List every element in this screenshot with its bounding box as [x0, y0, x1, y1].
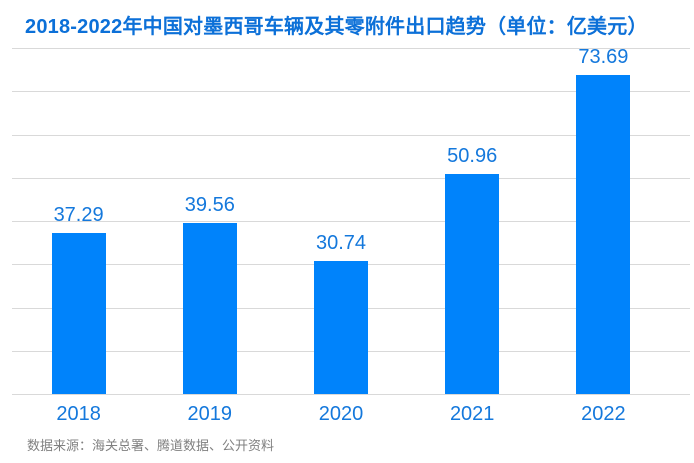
gridline [12, 134, 690, 136]
source-note: 数据来源：海关总署、腾道数据、公开资料 [27, 438, 275, 453]
bar-value-label: 37.29 [53, 203, 104, 226]
bar-value-label: 39.56 [184, 193, 235, 216]
gridline [12, 394, 690, 395]
x-axis-label-2022: 2022 [581, 403, 626, 425]
chart-title: 2018-2022年中国对墨西哥车辆及其零附件出口趋势（单位：亿美元） [25, 16, 648, 38]
bar-2020 [314, 261, 368, 394]
gridline [12, 48, 690, 49]
bar-2022 [576, 75, 631, 394]
x-axis-label-2018: 2018 [56, 403, 101, 425]
x-axis-label-2019: 2019 [187, 403, 233, 425]
x-axis-label-2021: 2021 [449, 403, 495, 425]
bar-value-label: 73.69 [578, 46, 629, 69]
gridline [12, 91, 690, 93]
bar-value-label: 30.74 [315, 232, 367, 255]
bar-2018 [51, 232, 106, 394]
gridline [12, 221, 690, 222]
bar-2019 [182, 222, 237, 394]
gridline [12, 177, 690, 179]
bar-value-label: 50.96 [447, 144, 498, 167]
bar-2021 [445, 173, 500, 394]
x-axis-label-2020: 2020 [318, 403, 364, 425]
